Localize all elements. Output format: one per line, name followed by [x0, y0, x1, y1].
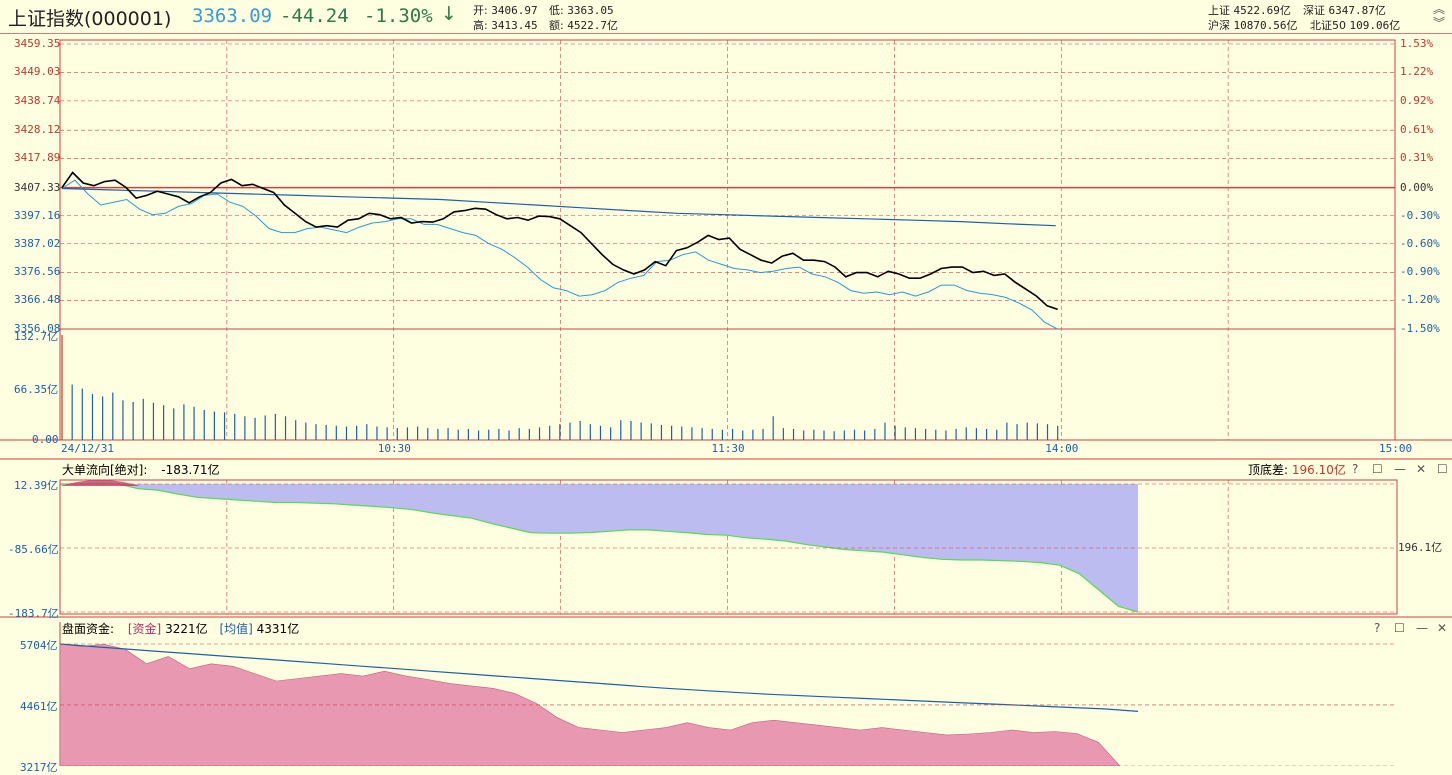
price-line [61, 171, 1058, 311]
price-tick-label: 3459.35 [14, 37, 61, 50]
funds-panel-title: 盘面资金: [资金] 3221亿 [均值] 4331亿 [62, 620, 299, 637]
funds-tick-label: 4461亿 [20, 699, 58, 713]
flow-right-axis-label: 196.1亿 [1398, 541, 1443, 554]
volume-tick-label: 132.7亿 [14, 330, 59, 343]
price-tick-label: 3397.16 [14, 208, 61, 222]
flow-tick-label: 12.39亿 [14, 479, 59, 492]
flow-close-button[interactable]: ✕ [1416, 462, 1427, 476]
pct-tick-label: 0.92% [1400, 93, 1434, 107]
flow-restore-button[interactable]: ☐ [1372, 462, 1383, 476]
price-tick-label: 3366.48 [14, 293, 61, 307]
price-change: -44.24 [280, 5, 349, 27]
quote-header: 上证指数(000001) 3363.09 -44.24 -1.30% ↓ 开: … [0, 0, 1452, 34]
price-tick-label: 3449.03 [14, 65, 61, 79]
last-price: 3363.09 [192, 5, 273, 27]
funds-restore-button[interactable]: ☐ [1394, 621, 1405, 635]
flow-panel-title: 大单流向[绝对]: -183.71亿 [62, 461, 220, 478]
pct-tick-label: -0.90% [1400, 265, 1440, 279]
volume-tick-label: 0.00 [32, 433, 59, 446]
pct-tick-label: -0.60% [1400, 236, 1440, 250]
down-arrow-icon: ↓ [441, 3, 457, 25]
funds-tag: [资金] [127, 622, 162, 636]
price-tick-label: 3376.56 [14, 265, 61, 279]
high-price: 高: 3413.45 [473, 19, 538, 32]
time-tick-label: 24/12/31 [61, 442, 114, 455]
flow-tick-label: -85.66亿 [8, 543, 59, 556]
avg-value: 4331亿 [256, 622, 300, 636]
pct-tick-label: 1.53% [1400, 37, 1434, 50]
price-tick-label: 3387.02 [14, 236, 61, 250]
pct-tick-label: 0.00% [1400, 180, 1434, 194]
funds-tick-label: 5704亿 [20, 639, 58, 652]
funds-tick-label: 3217亿 [20, 761, 58, 774]
flow-restore-button-2[interactable]: ☐ [1437, 462, 1448, 476]
price-tick-label: 3438.74 [14, 93, 61, 107]
time-tick-label: 15:00 [1379, 442, 1413, 455]
flow-panel-frame [59, 479, 1398, 615]
pct-tick-label: -0.30% [1400, 208, 1440, 222]
flow-help-button[interactable]: ? [1352, 462, 1359, 476]
funds-help-button[interactable]: ? [1374, 621, 1381, 635]
index-title: 上证指数(000001) [8, 8, 172, 30]
top-bottom-diff-value: 196.10亿 [1291, 463, 1346, 477]
avg-tag: [均值] [219, 622, 253, 636]
volume-tick-label: 66.35亿 [14, 382, 59, 396]
flow-minimize-button[interactable]: — [1394, 462, 1406, 476]
pct-tick-label: -1.50% [1400, 322, 1440, 335]
flow-tick-label: -183.7亿 [8, 607, 59, 620]
time-tick-label: 14:00 [1045, 442, 1079, 455]
top-bottom-diff-label: 顶底差: [1248, 463, 1289, 477]
price-tick-label: 3428.12 [14, 123, 61, 137]
pct-tick-label: -1.20% [1400, 293, 1440, 307]
time-tick-label: 11:30 [711, 442, 745, 455]
flow-line [60, 483, 1139, 613]
low-price: 低: 3363.05 [549, 4, 614, 17]
time-tick-label: 10:30 [377, 442, 411, 455]
bj50-turnover: 北证50 109.06亿 [1310, 19, 1401, 32]
price-tick-label: 3417.89 [14, 151, 61, 165]
pct-tick-label: 1.22% [1400, 65, 1434, 79]
pct-tick-label: 0.61% [1400, 123, 1434, 137]
secondary-index-line [61, 179, 1058, 330]
scroll-up-button[interactable]: ︽ [1433, 2, 1446, 16]
funds-average-line [59, 643, 1139, 712]
average-price-line [61, 187, 1056, 227]
flow-area [60, 484, 1138, 612]
funds-value: 3221亿 [165, 622, 208, 636]
price-tick-label: 3407.33 [14, 180, 61, 194]
funds-title: 盘面资金: [62, 622, 115, 636]
price-change-pct: -1.30% [364, 5, 433, 27]
pct-tick-label: 0.31% [1400, 151, 1434, 165]
flow-positive-area [60, 480, 140, 486]
top-bottom-diff: 顶底差: 196.10亿 [1248, 461, 1346, 478]
turnover-amount: 额: 4522.7亿 [549, 19, 618, 32]
open-price: 开: 3406.97 [473, 4, 538, 17]
funds-minimize-button[interactable]: — [1416, 621, 1428, 635]
flow-value: -183.71亿 [161, 463, 220, 477]
sh-turnover: 上证 4522.69亿 [1208, 4, 1291, 17]
sz-turnover: 深证 6347.87亿 [1303, 4, 1386, 17]
flow-title: 大单流向[绝对]: [62, 463, 148, 477]
funds-close-button[interactable]: ✕ [1437, 621, 1448, 635]
hs-turnover: 沪深 10870.56亿 [1208, 19, 1298, 32]
funds-area [59, 643, 1121, 766]
price-tick-label: 3356.08 [14, 322, 61, 335]
scroll-down-button[interactable]: ︾ [1433, 16, 1446, 30]
